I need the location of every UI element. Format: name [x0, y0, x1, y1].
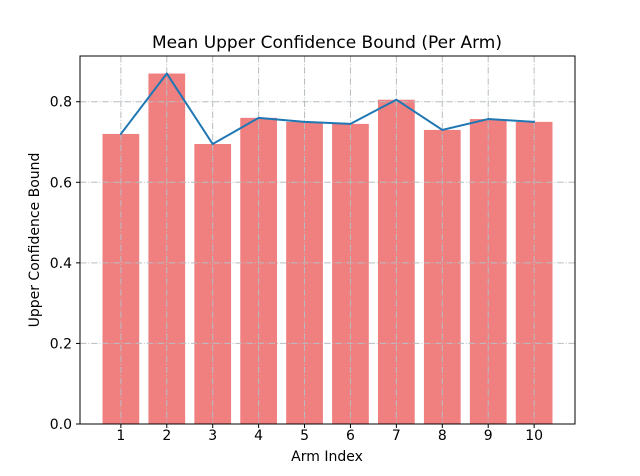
x-tick-label: 8 [438, 428, 447, 444]
x-tick-label: 1 [116, 428, 125, 444]
x-tick-label: 2 [162, 428, 171, 444]
line-layer [119, 72, 536, 146]
bars-layer [102, 73, 553, 425]
y-tick-label: 0.0 [50, 417, 72, 433]
x-tick-label: 3 [208, 428, 217, 444]
x-tick-label: 7 [392, 428, 401, 444]
y-tick-label: 0.4 [50, 256, 72, 272]
ucb-line [119, 72, 536, 146]
x-tick-label: 4 [254, 428, 263, 444]
x-axis-label: Arm Index [291, 449, 363, 465]
y-tick-label: 0.8 [50, 95, 72, 111]
y-axis-label: Upper Confidence Bound [27, 153, 43, 328]
plot-frame [79, 55, 576, 425]
x-tick-labels: 1 2 3 4 5 6 7 8 9 10 [116, 428, 543, 444]
y-tick-label: 0.2 [50, 336, 72, 352]
x-tick-label: 5 [300, 428, 309, 444]
y-tick-labels: 0.0 0.2 0.4 0.6 0.8 [50, 95, 72, 433]
x-tick-label: 6 [346, 428, 355, 444]
tick-marks [76, 101, 535, 428]
bar-arm-6 [332, 123, 369, 424]
axes-frame [79, 55, 576, 425]
chart-title: Mean Upper Confidence Bound (Per Arm) [152, 33, 502, 53]
x-tick-label: 9 [484, 428, 493, 444]
grid-layer [80, 56, 575, 424]
x-tick-label: 10 [525, 428, 543, 444]
y-tick-label: 0.6 [50, 175, 72, 191]
